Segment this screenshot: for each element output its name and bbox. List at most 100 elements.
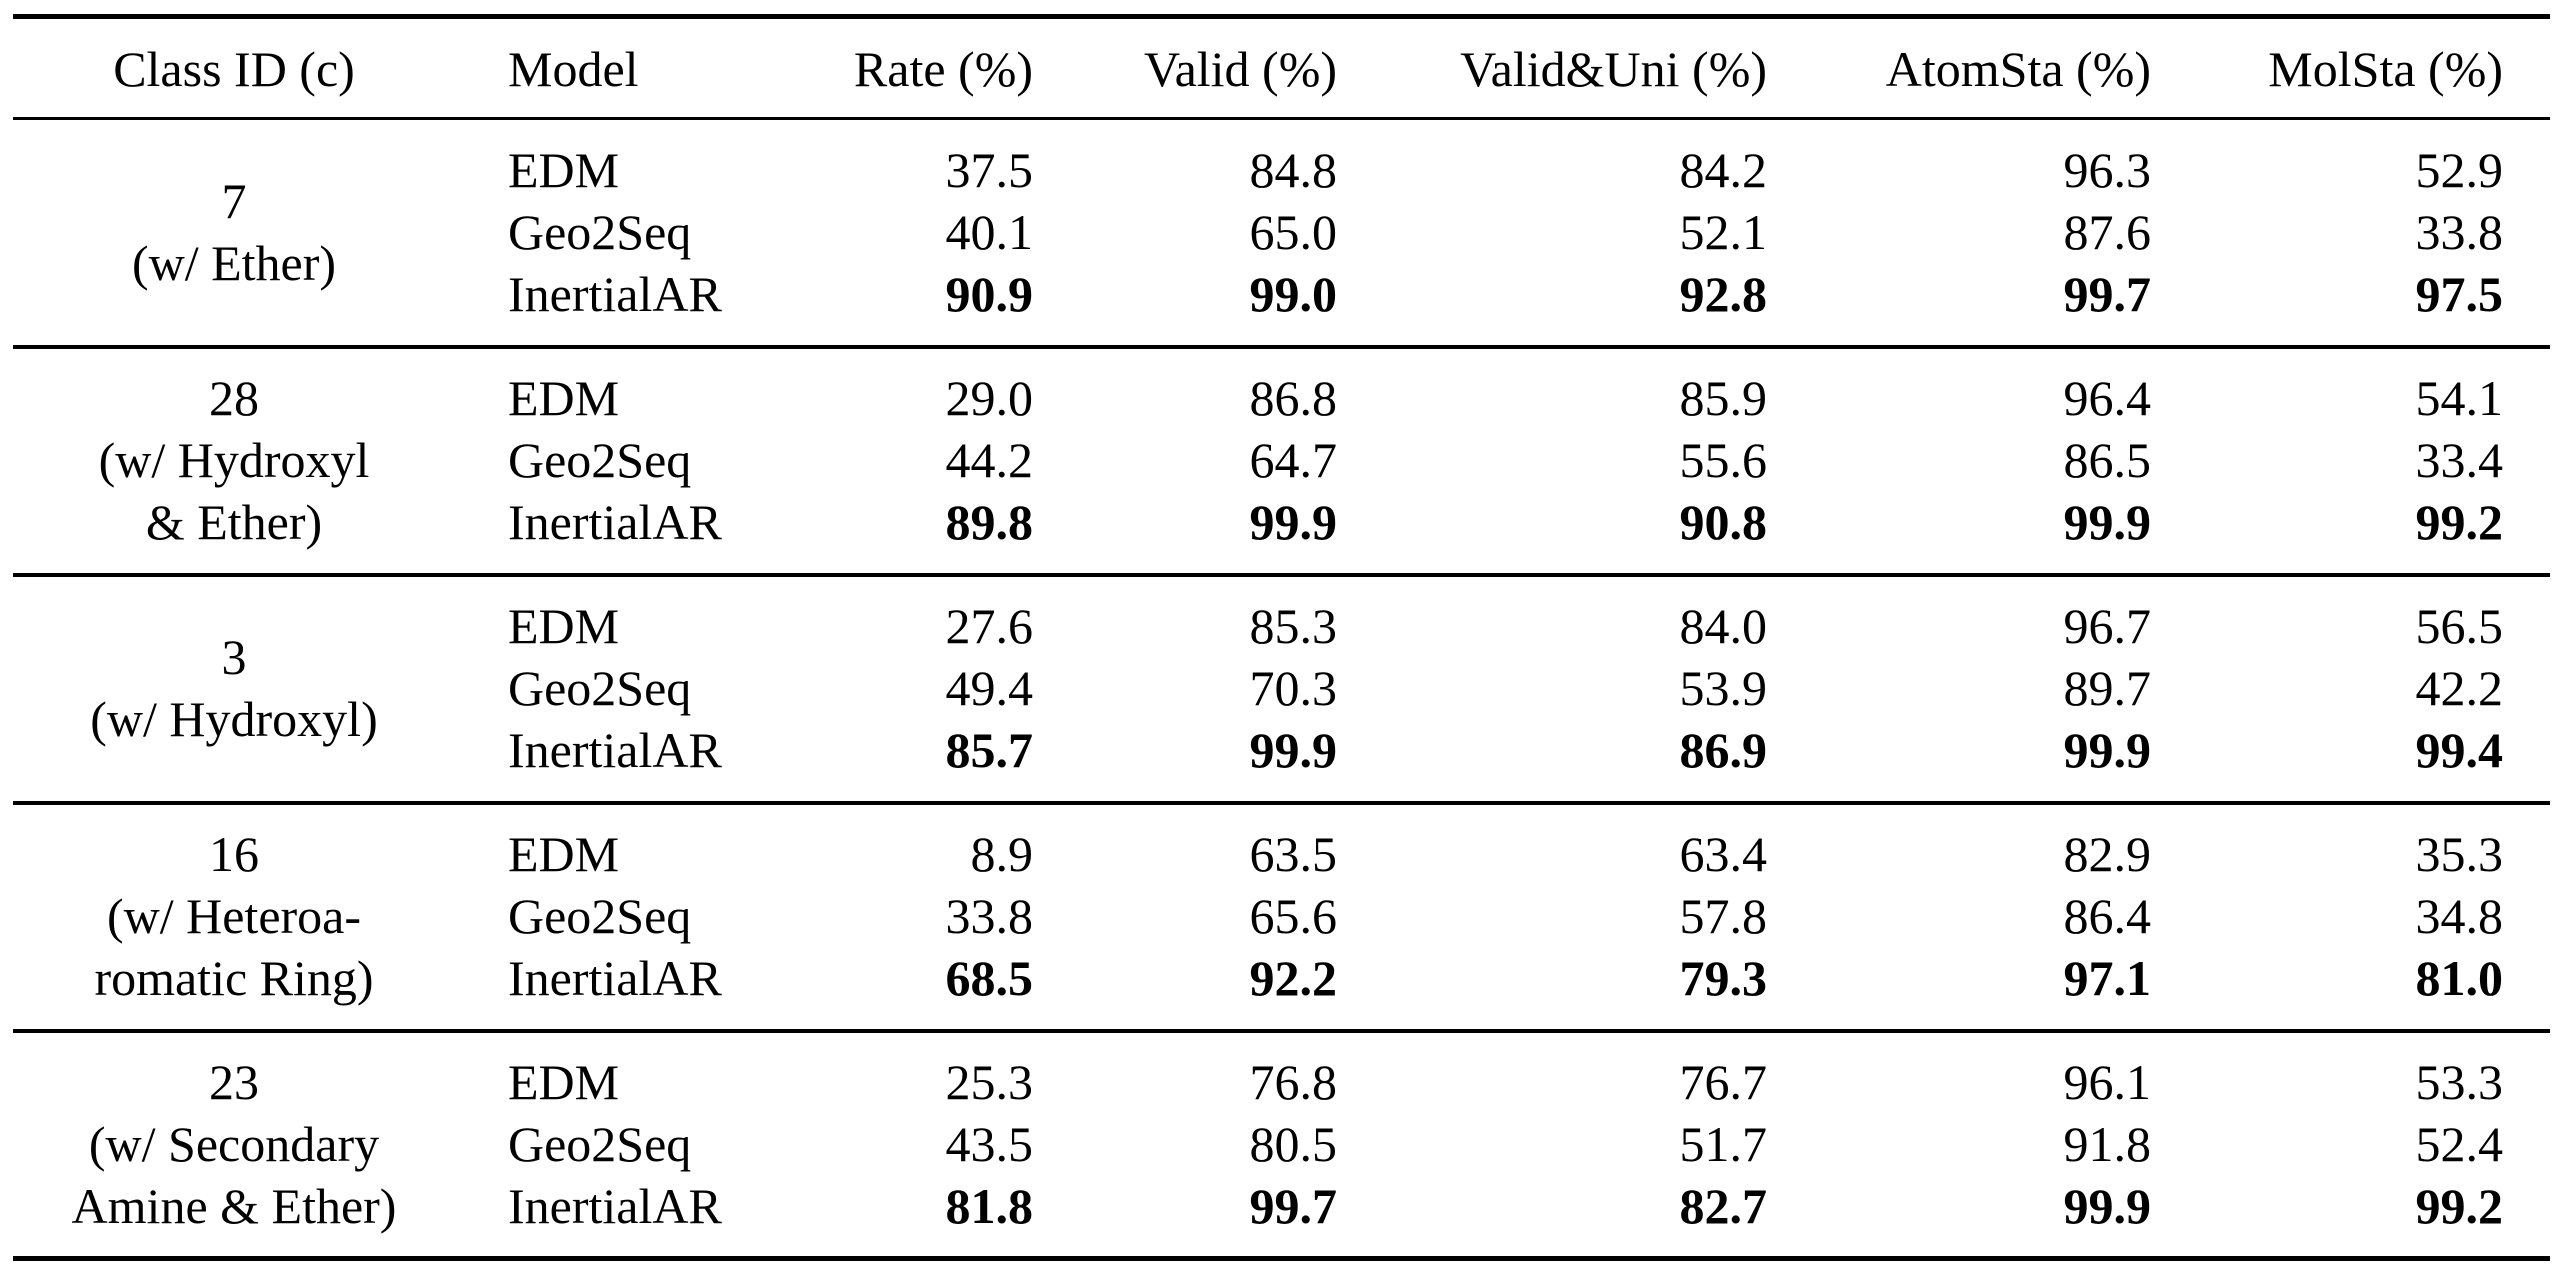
class-label: 3 [221, 629, 247, 685]
value-cell: 99.9 [2063, 722, 2152, 778]
value-cell: 99.9 [1249, 494, 1338, 550]
model-name: Geo2Seq [508, 204, 692, 260]
class-label: (w/ Hydroxyl) [90, 691, 378, 747]
value-cell: 70.3 [1249, 660, 1338, 716]
value-cell: 52.1 [1679, 204, 1768, 260]
value-cell: 44.2 [945, 432, 1034, 488]
value-cell: 86.5 [2063, 432, 2152, 488]
value-cell: 56.5 [2415, 598, 2504, 654]
header-cell: Valid (%) [1144, 41, 1337, 97]
model-name: Geo2Seq [508, 660, 692, 716]
value-cell: 99.2 [2415, 494, 2504, 550]
group-rule [13, 1029, 2550, 1033]
value-cell: 85.3 [1249, 598, 1338, 654]
value-cell: 40.1 [945, 204, 1034, 260]
value-cell: 63.5 [1249, 826, 1338, 882]
value-cell: 76.7 [1679, 1054, 1768, 1110]
value-cell: 86.9 [1679, 722, 1768, 778]
value-cell: 99.9 [2063, 494, 2152, 550]
value-cell: 89.8 [945, 494, 1034, 550]
bottom-rule [13, 1256, 2550, 1261]
model-name: InertialAR [508, 266, 722, 322]
value-cell: 91.8 [2063, 1116, 2152, 1172]
value-cell: 65.0 [1249, 204, 1338, 260]
class-label: 7 [221, 173, 247, 229]
value-cell: 85.9 [1679, 370, 1768, 426]
value-cell: 99.0 [1249, 266, 1338, 322]
value-cell: 85.7 [945, 722, 1034, 778]
model-name: Geo2Seq [508, 432, 692, 488]
value-cell: 81.8 [945, 1178, 1034, 1234]
header-cell: AtomSta (%) [1885, 41, 2151, 97]
value-cell: 99.7 [1249, 1178, 1338, 1234]
value-cell: 63.4 [1679, 826, 1768, 882]
class-label: 28 [209, 370, 259, 426]
value-cell: 34.8 [2415, 888, 2504, 944]
value-cell: 84.2 [1679, 142, 1768, 198]
header-rule [13, 117, 2550, 120]
value-cell: 52.4 [2415, 1116, 2504, 1172]
value-cell: 97.5 [2415, 266, 2504, 322]
value-cell: 33.4 [2415, 432, 2504, 488]
value-cell: 76.8 [1249, 1054, 1338, 1110]
value-cell: 80.5 [1249, 1116, 1338, 1172]
value-cell: 96.4 [2063, 370, 2152, 426]
value-cell: 92.8 [1679, 266, 1768, 322]
value-cell: 82.9 [2063, 826, 2152, 882]
value-cell: 33.8 [2415, 204, 2504, 260]
model-name: EDM [508, 598, 620, 654]
model-name: EDM [508, 370, 620, 426]
value-cell: 53.3 [2415, 1054, 2504, 1110]
value-cell: 90.9 [945, 266, 1034, 322]
value-cell: 49.4 [945, 660, 1034, 716]
class-label: (w/ Ether) [131, 235, 337, 291]
value-cell: 90.8 [1679, 494, 1768, 550]
value-cell: 64.7 [1249, 432, 1338, 488]
value-cell: 92.2 [1249, 950, 1338, 1006]
model-name: EDM [508, 142, 620, 198]
model-name: Geo2Seq [508, 888, 692, 944]
value-cell: 42.2 [2415, 660, 2504, 716]
value-cell: 29.0 [945, 370, 1034, 426]
value-cell: 55.6 [1679, 432, 1768, 488]
model-name: EDM [508, 826, 620, 882]
value-cell: 89.7 [2063, 660, 2152, 716]
value-cell: 87.6 [2063, 204, 2152, 260]
value-cell: 82.7 [1679, 1178, 1768, 1234]
class-label: Amine & Ether) [71, 1178, 397, 1234]
class-label: (w/ Secondary [88, 1116, 380, 1172]
header-cell: Valid&Uni (%) [1460, 41, 1767, 97]
class-label: & Ether) [145, 494, 323, 550]
value-cell: 51.7 [1679, 1116, 1768, 1172]
class-label: (w/ Heteroa- [106, 888, 362, 944]
value-cell: 99.9 [1249, 722, 1338, 778]
header-cell: MolSta (%) [2268, 41, 2503, 97]
model-name: InertialAR [508, 950, 722, 1006]
header-cell: Model [508, 41, 639, 97]
group-rule [13, 573, 2550, 577]
value-cell: 53.9 [1679, 660, 1768, 716]
model-name: InertialAR [508, 1178, 722, 1234]
header-cell: Class ID (c) [113, 41, 355, 97]
model-name: EDM [508, 1054, 620, 1110]
model-name: Geo2Seq [508, 1116, 692, 1172]
value-cell: 25.3 [945, 1054, 1034, 1110]
value-cell: 65.6 [1249, 888, 1338, 944]
model-name: InertialAR [508, 494, 722, 550]
class-label: romatic Ring) [94, 950, 374, 1006]
value-cell: 99.7 [2063, 266, 2152, 322]
value-cell: 96.3 [2063, 142, 2152, 198]
value-cell: 86.8 [1249, 370, 1338, 426]
value-cell: 27.6 [945, 598, 1034, 654]
value-cell: 54.1 [2415, 370, 2504, 426]
value-cell: 97.1 [2063, 950, 2152, 1006]
value-cell: 99.9 [2063, 1178, 2152, 1234]
class-label: 16 [209, 826, 259, 882]
model-name: InertialAR [508, 722, 722, 778]
value-cell: 96.7 [2063, 598, 2152, 654]
value-cell: 8.9 [970, 826, 1034, 882]
value-cell: 43.5 [945, 1116, 1034, 1172]
class-label: 23 [209, 1054, 259, 1110]
value-cell: 33.8 [945, 888, 1034, 944]
